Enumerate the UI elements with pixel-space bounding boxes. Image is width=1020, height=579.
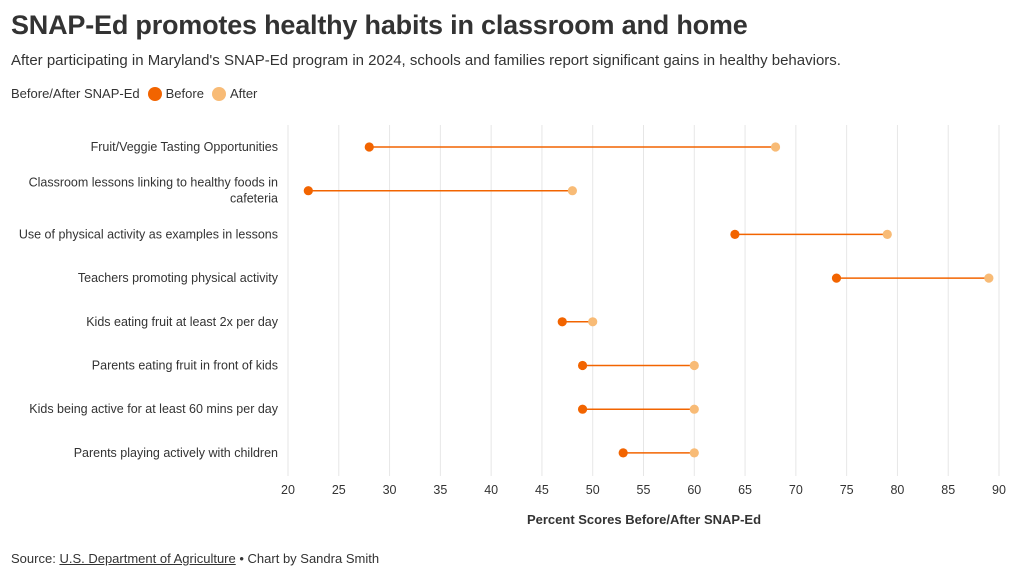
- legend-swatch-before: [147, 86, 162, 101]
- chart-credit: • Chart by Sandra Smith: [239, 551, 380, 566]
- after-point: [689, 448, 699, 458]
- before-point: [730, 229, 740, 239]
- x-tick-label: 25: [332, 483, 346, 497]
- footer: Source: U.S. Department of Agriculture •…: [11, 551, 379, 566]
- legend: Before/After SNAP-Ed Before After: [11, 86, 257, 101]
- before-point: [557, 317, 567, 327]
- source-prefix: Source:: [11, 551, 56, 566]
- before-point: [831, 273, 842, 283]
- category-label: Fruit/Veggie Tasting Opportunities: [91, 140, 278, 154]
- category-label: Use of physical activity as examples in …: [19, 227, 278, 241]
- category-label: Classroom lessons linking to healthy foo…: [29, 176, 278, 190]
- category-label: cafeteria: [230, 192, 278, 206]
- category-label: Teachers promoting physical activity: [78, 271, 279, 285]
- before-point: [618, 448, 628, 458]
- category-label: Kids being active for at least 60 mins p…: [29, 402, 278, 416]
- x-tick-label: 75: [840, 483, 854, 497]
- legend-swatch-after: [211, 86, 226, 101]
- x-tick-label: 65: [738, 483, 752, 497]
- legend-title: Before/After SNAP-Ed: [11, 86, 140, 101]
- legend-item-before[interactable]: Before: [147, 86, 204, 101]
- category-label: Parents playing actively with children: [74, 446, 278, 460]
- after-point: [567, 186, 578, 196]
- after-point: [770, 142, 781, 152]
- after-point: [588, 317, 598, 327]
- source-link[interactable]: U.S. Department of Agriculture: [59, 551, 236, 566]
- legend-label-after: After: [229, 86, 258, 101]
- category-label: Parents eating fruit in front of kids: [92, 359, 278, 373]
- x-axis-title: Percent Scores Before/After SNAP-Ed: [527, 512, 761, 527]
- x-tick-label: 80: [890, 483, 904, 497]
- x-tick-label: 90: [992, 483, 1006, 497]
- legend-item-after[interactable]: After: [211, 86, 258, 101]
- x-tick-label: 50: [586, 483, 600, 497]
- after-point: [689, 404, 699, 414]
- chart-title: SNAP-Ed promotes healthy habits in class…: [11, 10, 748, 40]
- legend-label-before: Before: [165, 86, 204, 101]
- x-tick-label: 85: [941, 483, 955, 497]
- before-point: [303, 186, 313, 196]
- before-point: [577, 404, 588, 414]
- after-point: [689, 360, 699, 371]
- category-label: Kids eating fruit at least 2x per day: [86, 315, 279, 329]
- after-point: [984, 273, 994, 283]
- after-point: [882, 229, 892, 239]
- before-point: [364, 142, 374, 152]
- chart-subtitle: After participating in Maryland's SNAP-E…: [11, 52, 841, 69]
- x-tick-label: 35: [433, 483, 447, 497]
- x-tick-label: 40: [484, 483, 498, 497]
- dumbbell-chart: 20 25 30 35 40 45 50 55 60 65 70 75 80 85 90 Percent Sc…: [19, 125, 1006, 527]
- x-tick-label: 30: [383, 483, 397, 497]
- x-tick-label: 70: [789, 483, 803, 497]
- x-tick-label: 20: [281, 483, 295, 497]
- x-tick-label: 60: [687, 483, 701, 497]
- x-tick-label: 55: [637, 483, 651, 497]
- x-tick-label: 45: [535, 483, 549, 497]
- before-point: [577, 360, 588, 371]
